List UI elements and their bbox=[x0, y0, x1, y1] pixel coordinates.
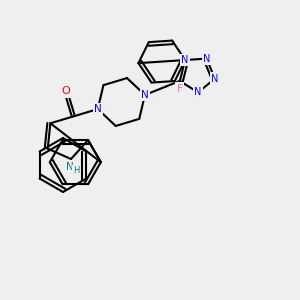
Text: N: N bbox=[203, 54, 210, 64]
Text: N: N bbox=[66, 161, 74, 172]
Text: N: N bbox=[182, 55, 189, 65]
Text: H: H bbox=[73, 166, 80, 175]
Text: O: O bbox=[61, 86, 70, 96]
Text: F: F bbox=[177, 83, 183, 94]
Text: N: N bbox=[194, 88, 202, 98]
Text: N: N bbox=[141, 90, 149, 100]
Text: N: N bbox=[211, 74, 218, 84]
Text: N: N bbox=[94, 104, 102, 114]
